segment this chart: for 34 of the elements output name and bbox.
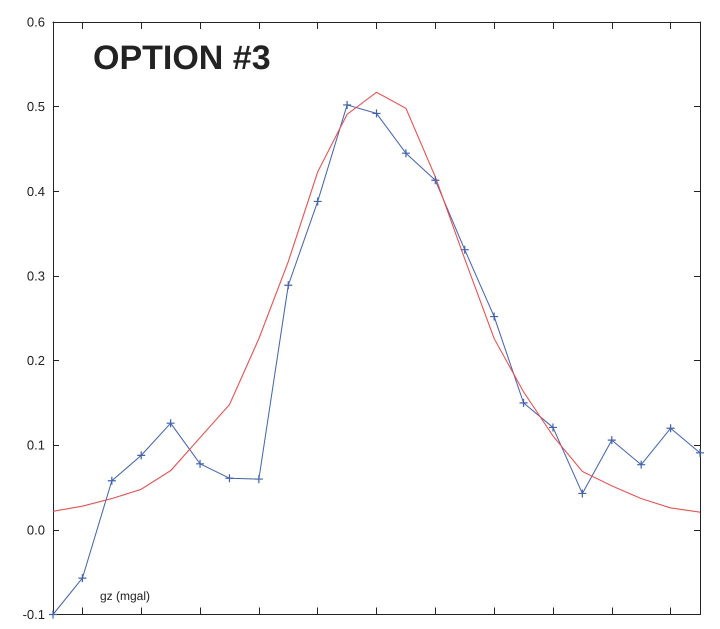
y-axis-title: gz (mgal) <box>100 589 150 603</box>
point <box>48 610 58 620</box>
point <box>695 448 705 458</box>
point <box>78 574 88 583</box>
text: OPTION #3 <box>93 39 271 77</box>
y-tick-label: 0.1 <box>26 438 45 453</box>
y-tick-label: 0.6 <box>26 14 45 30</box>
point <box>460 245 470 254</box>
y-tick-label: 0.4 <box>26 184 45 199</box>
point <box>284 280 293 290</box>
y-tick-label: 0.2 <box>26 353 45 368</box>
point <box>372 108 382 118</box>
point <box>136 450 146 460</box>
point <box>518 398 528 408</box>
y-tick-label: 0.3 <box>26 268 45 284</box>
point <box>401 148 411 158</box>
point <box>490 312 499 322</box>
point <box>313 196 322 206</box>
point <box>107 476 116 486</box>
point <box>636 460 646 470</box>
line-series <box>52 92 700 513</box>
point <box>342 100 352 110</box>
y-tick-label: 0.5 <box>26 99 45 114</box>
point <box>548 422 558 432</box>
point <box>224 474 234 483</box>
y-tick-label: 0.0 <box>26 522 45 538</box>
y-tick-label: -0.1 <box>22 607 45 622</box>
point <box>578 488 587 498</box>
point <box>195 459 205 468</box>
point <box>666 424 676 433</box>
point <box>166 418 176 428</box>
point <box>254 474 264 484</box>
point <box>430 176 440 185</box>
point <box>607 436 616 445</box>
